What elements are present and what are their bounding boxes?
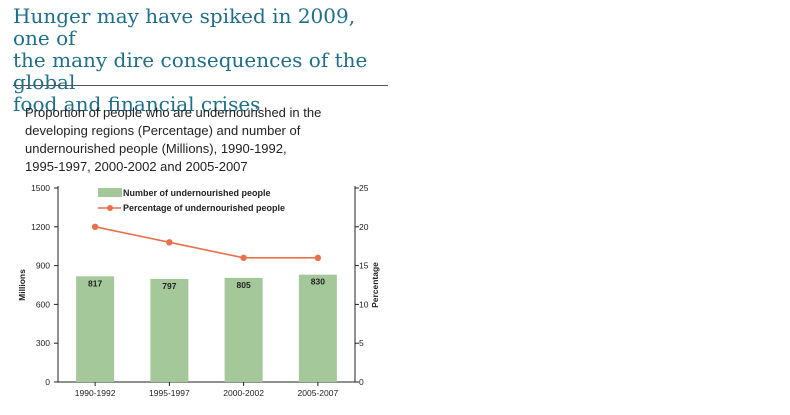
- percentage-point: [91, 223, 99, 230]
- y2-tick-label: 25: [359, 183, 369, 193]
- percentage-line: [94, 226, 318, 259]
- headline: Hunger may have spiked in 2009, one of t…: [13, 5, 388, 115]
- y-tick-label: 0: [45, 377, 50, 387]
- bar-value-label: 805: [237, 280, 251, 290]
- y2-tick-label: 0: [359, 377, 364, 387]
- bar: [224, 277, 263, 382]
- divider: [13, 85, 388, 86]
- percentage-point: [166, 239, 173, 246]
- chart-title-line: Proportion of people who are undernouris…: [25, 105, 322, 120]
- chart-title-line: developing regions (Percentage) and numb…: [25, 123, 301, 138]
- y-tick-label: 1500: [31, 183, 50, 193]
- chart-title-line: undernourished people (Millions), 1990-1…: [25, 141, 287, 156]
- bar-value-label: 830: [311, 277, 325, 287]
- bar-value-label: 797: [162, 281, 176, 291]
- percentage-point: [314, 254, 322, 262]
- x-tick-label: 1990-1992: [75, 388, 116, 398]
- y-tick-label: 900: [36, 261, 50, 271]
- y-tick-label: 1200: [31, 222, 50, 232]
- legend-line-marker: [107, 205, 113, 211]
- chart-title-line: 1995-1997, 2000-2002 and 2005-2007: [25, 159, 248, 174]
- x-tick-label: 1995-1997: [149, 388, 190, 398]
- legend-line-label: Percentage of undernourished people: [123, 203, 285, 213]
- bar-value-label: 817: [88, 278, 102, 288]
- chart-title: Proportion of people who are undernouris…: [25, 104, 375, 176]
- headline-line: the many dire consequences of the global: [13, 48, 368, 94]
- y2-tick-label: 20: [359, 222, 369, 232]
- y-tick-label: 600: [36, 299, 50, 309]
- bar: [150, 278, 189, 382]
- y2-axis-title: Percentage: [370, 262, 380, 308]
- y2-tick-label: 10: [359, 299, 369, 309]
- y2-tick-label: 5: [359, 338, 364, 348]
- percentage-point: [240, 254, 247, 262]
- y-tick-label: 300: [36, 338, 50, 348]
- bar: [298, 274, 337, 382]
- y-axis-title: Millions: [17, 269, 27, 301]
- legend-bar-label: Number of undernourished people: [123, 188, 271, 198]
- legend-bar-swatch: [98, 188, 122, 197]
- bar: [76, 276, 115, 382]
- headline-line: Hunger may have spiked in 2009, one of: [13, 4, 356, 50]
- x-tick-label: 2005-2007: [298, 388, 339, 398]
- y2-tick-label: 15: [359, 261, 369, 271]
- x-tick-label: 2000-2002: [223, 388, 264, 398]
- headline-line: food and financial crises: [13, 92, 261, 116]
